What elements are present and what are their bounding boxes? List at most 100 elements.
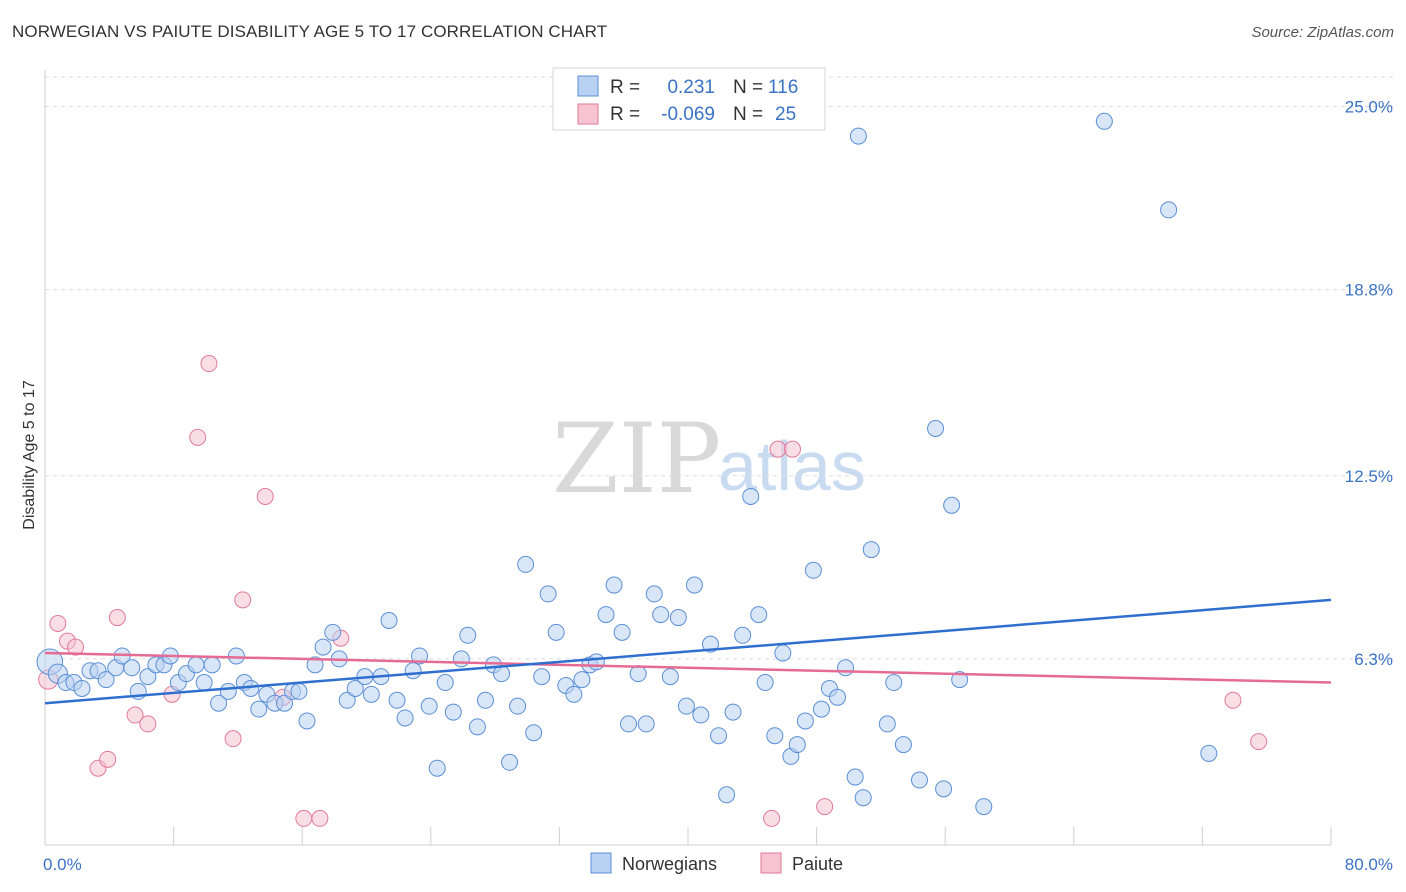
norwegian-point [1160, 201, 1178, 219]
norwegian-point [620, 715, 638, 733]
paiute-point [295, 809, 313, 827]
norwegian-point [533, 668, 551, 686]
norwegian-point [796, 712, 814, 730]
norwegian-point [854, 789, 872, 807]
norwegian-point [73, 679, 91, 697]
norwegian-point [187, 656, 205, 674]
paiute-point [234, 591, 252, 609]
paiute-point [108, 609, 126, 627]
norwegian-point [203, 656, 221, 674]
norwegian-point [195, 674, 213, 692]
norwegian-point [645, 585, 663, 603]
norwegian-point [210, 694, 228, 712]
paiute-point [256, 487, 274, 505]
norwegian-point [669, 609, 687, 627]
norwegian-point [525, 724, 543, 742]
norwegian-point [346, 679, 364, 697]
norwegian-point [597, 606, 615, 624]
norwegian-point [306, 656, 324, 674]
norwegian-point [766, 727, 784, 745]
norwegian-point [420, 697, 438, 715]
paiute-points [38, 355, 1268, 827]
series-legend: Norwegians Paiute [590, 852, 843, 874]
y-tick-label: 6.3% [1354, 650, 1393, 669]
norwegian-point [910, 771, 928, 789]
paiute-point [1224, 691, 1242, 709]
norwegian-point [652, 606, 670, 624]
norwegian-point [428, 759, 446, 777]
grid-lines [45, 76, 1395, 660]
paiute-point [1250, 733, 1268, 751]
norwegian-point [804, 561, 822, 579]
norwegian-point [242, 679, 260, 697]
norwegian-point [139, 668, 157, 686]
y-tick-label: 12.5% [1345, 467, 1393, 486]
norwegian-point [927, 420, 945, 438]
norwegian-point [661, 668, 679, 686]
legend-r-label-1: R = [610, 77, 640, 98]
bottom-legend-swatch-paiute [760, 852, 782, 874]
legend-swatch-paiute [577, 103, 599, 125]
norwegian-point [935, 780, 953, 798]
norwegian-point [547, 623, 565, 641]
trend-lines [44, 598, 1332, 705]
legend-swatch-norwegians [577, 75, 599, 97]
correlation-legend: R = 0.231 N = 116 R = -0.069 N = 25 [552, 67, 826, 131]
norwegian-point [975, 798, 993, 816]
legend-n-value-2: 25 [775, 104, 796, 125]
paiute-point [311, 809, 329, 827]
norwegian-point [951, 671, 969, 689]
paiute-point [783, 440, 801, 458]
bottom-legend-swatch-norwegians [590, 852, 612, 874]
norwegian-point [812, 700, 830, 718]
norwegian-point [362, 685, 380, 703]
norwegian-point [750, 606, 768, 624]
norwegian-point [436, 674, 454, 692]
legend-n-value-1: 116 [768, 77, 798, 98]
norwegian-point [565, 685, 583, 703]
norwegian-point [677, 697, 695, 715]
norwegian-point [878, 715, 896, 733]
norwegian-point [444, 703, 462, 721]
norwegian-point [517, 555, 535, 573]
norwegian-point [742, 487, 760, 505]
x-ticks [44, 827, 1332, 845]
norwegian-point [468, 718, 486, 736]
norwegian-point [123, 659, 141, 677]
norwegian-point [250, 700, 268, 718]
paiute-point [224, 730, 242, 748]
norwegian-point [718, 786, 736, 804]
norwegian-point [396, 709, 414, 727]
norwegian-point [849, 127, 867, 145]
norwegian-point [1200, 744, 1218, 762]
norwegian-point [837, 659, 855, 677]
norwegian-point [459, 626, 477, 644]
watermark-zip: ZIP [552, 403, 721, 515]
paiute-point [126, 706, 144, 724]
norwegian-point [539, 585, 557, 603]
norwegian-point [452, 650, 470, 668]
chart-title: NORWEGIAN VS PAIUTE DISABILITY AGE 5 TO … [12, 22, 608, 41]
norwegian-point [788, 736, 806, 754]
y-axis-label: Disability Age 5 to 17 [21, 380, 38, 530]
paiute-point [769, 440, 787, 458]
paiute-point [200, 355, 218, 373]
norwegian-point [756, 674, 774, 692]
norwegian-point [885, 674, 903, 692]
paiute-point [139, 715, 157, 733]
norwegian-point [404, 662, 422, 680]
norwegian-point [290, 682, 308, 700]
y-tick-label: 18.8% [1345, 281, 1393, 300]
y-tick-labels: 6.3% 12.5% 18.8% 25.0% [1345, 98, 1393, 669]
norwegian-point [276, 694, 294, 712]
norwegian-point [724, 703, 742, 721]
norwegian-point [774, 644, 792, 662]
norwegian-point [637, 715, 655, 733]
norwegian-point [587, 653, 605, 671]
norwegian-point [380, 612, 398, 630]
paiute-point [99, 750, 117, 768]
legend-r-label-2: R = [610, 104, 640, 125]
norwegian-point [298, 712, 316, 730]
y-tick-label: 25.0% [1345, 98, 1393, 117]
